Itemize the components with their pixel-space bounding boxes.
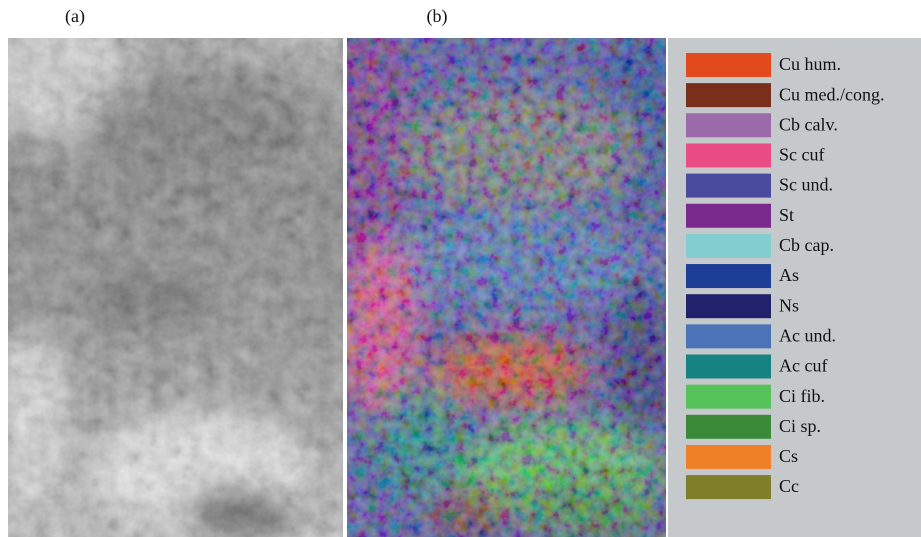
figure: (a) (b) Cu hum.Cu m <box>0 0 921 537</box>
legend-swatch <box>686 264 771 288</box>
legend-swatch <box>686 113 771 137</box>
legend-swatch <box>686 294 771 318</box>
legend-label: Ci fib. <box>779 386 825 406</box>
legend-label: Sc und. <box>779 175 833 195</box>
legend-label: As <box>779 265 799 285</box>
legend-label: Sc cuf <box>779 145 824 165</box>
legend-label: Cc <box>779 476 799 496</box>
legend-swatch <box>686 355 771 379</box>
legend-label: Ac cuf <box>779 356 827 376</box>
legend-label: Cs <box>779 446 798 466</box>
legend-swatch <box>686 143 771 167</box>
legend-swatch <box>686 324 771 348</box>
legend-swatch <box>686 53 771 77</box>
legend-swatch <box>686 475 771 499</box>
legend-label: Cb cap. <box>779 235 834 255</box>
legend-swatch <box>686 204 771 228</box>
legend-swatch <box>686 174 771 198</box>
legend-label: St <box>779 205 794 225</box>
legend-label: Cu hum. <box>779 54 841 74</box>
legend-swatch <box>686 445 771 469</box>
legend-swatch <box>686 83 771 107</box>
classified-image <box>330 10 680 537</box>
panel-label: (a) <box>65 6 85 27</box>
panel-label: (b) <box>427 6 448 27</box>
legend-swatch <box>686 415 771 439</box>
legend-swatch <box>686 385 771 409</box>
legend-label: Cb calv. <box>779 114 838 134</box>
satellite-image <box>0 20 343 537</box>
legend-swatch <box>686 234 771 258</box>
legend-label: Ns <box>779 295 799 315</box>
legend-label: Ci sp. <box>779 416 821 436</box>
legend-label: Ac und. <box>779 325 836 345</box>
legend-label: Cu med./cong. <box>779 84 885 104</box>
